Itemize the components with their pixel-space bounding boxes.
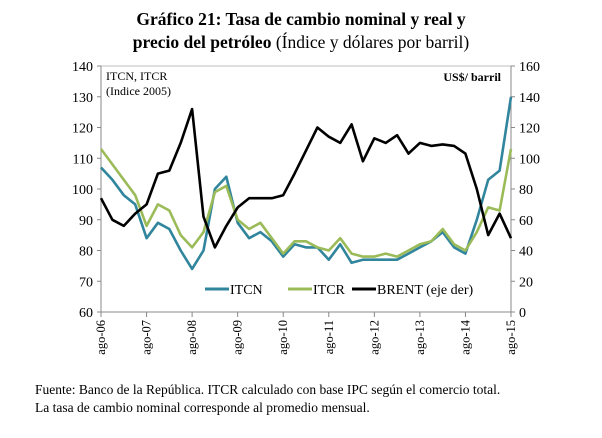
y-right-tick-label: 60 — [519, 214, 533, 229]
x-tick-label: ago-14 — [458, 319, 472, 354]
source-line-2: La tasa de cambio nominal corresponde al… — [35, 400, 370, 415]
x-tick-label: ago-12 — [367, 320, 381, 355]
x-tick-label: ago-15 — [504, 320, 518, 355]
y-right-tick-label: 120 — [519, 122, 540, 137]
title-line-1: Gráfico 21: Tasa de cambio nominal y rea… — [136, 9, 466, 29]
y-right-tick-label: 20 — [519, 275, 533, 290]
x-tick-label: ago-13 — [413, 320, 427, 355]
title-line-2-bold: precio del petróleo — [132, 32, 272, 52]
y-left-tick-label: 120 — [72, 122, 93, 137]
y-left-tick-label: 140 — [72, 60, 93, 75]
x-tick-label: ago-07 — [140, 320, 154, 355]
title-line-2-subtitle: (Índice y dólares por barril) — [271, 32, 470, 52]
y-right-tick-label: 0 — [519, 306, 526, 321]
y-right-tick-label: 160 — [519, 60, 540, 75]
x-tick-label: ago-08 — [185, 320, 199, 355]
y-left-tick-label: 130 — [72, 91, 93, 106]
y-right-tick-label: 100 — [519, 152, 540, 167]
series-line-itcn — [100, 96, 513, 271]
legend-label-itcn: ITCN — [230, 283, 263, 298]
y-right-tick-label: 140 — [519, 91, 540, 106]
series-line-itcr — [99, 148, 513, 258]
x-tick-label: ago-06 — [94, 320, 108, 355]
y-right-tick-label: 40 — [519, 245, 533, 260]
y-right-tick-label: 80 — [519, 183, 533, 198]
y-left-tick-label: 70 — [79, 275, 93, 290]
x-tick-label: ago-10 — [276, 320, 290, 355]
series-line-brent — [99, 107, 513, 249]
x-tick-label: ago-11 — [322, 320, 336, 354]
left-axis-label-2: (Indice 2005) — [106, 84, 171, 98]
legend-label-itcr: ITCR — [313, 283, 346, 298]
right-axis-label: US$/ barril — [443, 70, 501, 84]
plot-frame — [100, 65, 512, 313]
y-left-tick-label: 100 — [72, 183, 93, 198]
y-left-tick-label: 110 — [73, 152, 93, 167]
y-left-tick-label: 60 — [79, 306, 93, 321]
y-left-tick-label: 90 — [79, 214, 93, 229]
source-note: Fuente: Banco de la República. ITCR calc… — [35, 381, 500, 417]
left-axis-label: ITCN, ITCR — [106, 69, 167, 83]
x-tick-label: ago-09 — [231, 320, 245, 355]
legend-label-brent: BRENT (eje der) — [377, 283, 473, 298]
chart-title: Gráfico 21: Tasa de cambio nominal y rea… — [0, 8, 602, 54]
source-line-1: Fuente: Banco de la República. ITCR calc… — [35, 382, 501, 397]
y-left-tick-label: 80 — [79, 245, 93, 260]
